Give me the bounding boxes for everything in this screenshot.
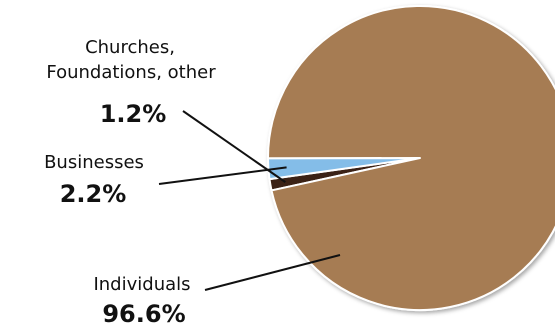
- value-individuals: 96.6%: [102, 300, 185, 326]
- value-businesses: 2.2%: [60, 180, 127, 208]
- label-churches-line2: Foundations, other: [46, 62, 216, 83]
- value-churches: 1.2%: [100, 100, 167, 128]
- leader-line-individuals: [204, 254, 341, 291]
- label-churches-line1: Churches,: [85, 37, 175, 58]
- label-individuals: Individuals: [93, 274, 190, 295]
- leader-line-businesses: [158, 166, 287, 185]
- pie-slices: [267, 5, 555, 311]
- label-businesses: Businesses: [44, 152, 144, 173]
- leader-lines: [158, 110, 341, 291]
- pie-slice-individuals: [267, 5, 555, 311]
